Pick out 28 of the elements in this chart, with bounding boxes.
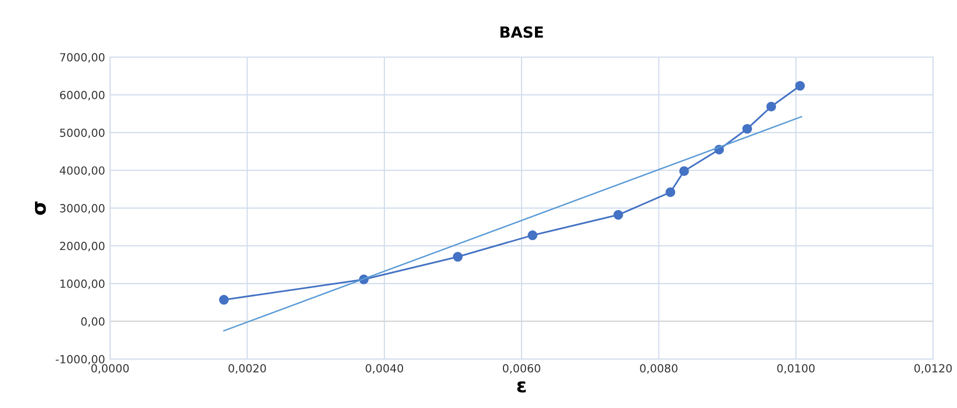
y-tick-label: 4000,00 (60, 166, 104, 176)
x-tick-label: 0,0120 (914, 364, 952, 374)
y-tick-label: 6000,00 (60, 90, 104, 100)
point (795, 80, 805, 91)
x-tick-label: 0,0040 (366, 364, 404, 374)
y-tick-label: 7000,00 (60, 53, 104, 63)
y-tick-label: 2000,00 (60, 242, 104, 252)
y-tick-label: 1000,00 (60, 280, 104, 290)
point (666, 187, 676, 198)
point (452, 252, 463, 262)
chart-title: BASE (500, 26, 543, 38)
point (613, 210, 624, 220)
point (766, 102, 776, 112)
x-tick-label: 0,0080 (640, 364, 678, 374)
y-axis-title: σ (35, 202, 46, 215)
point (742, 124, 752, 134)
point (528, 230, 538, 240)
x-axis-title: ε (517, 381, 526, 392)
x-tick-label: 0,0100 (777, 364, 815, 374)
x-tick-label: 0,0000 (91, 364, 129, 374)
point (679, 166, 689, 176)
x-tick-label: 0,0060 (502, 364, 540, 374)
y-tick-label: -1000,00 (56, 355, 104, 365)
x-tick-label: 0,0020 (228, 364, 266, 374)
point (219, 294, 229, 305)
y-tick-label: 5000,00 (60, 128, 104, 138)
y-tick-label: 0,00 (81, 317, 104, 327)
y-tick-label: 3000,00 (60, 204, 104, 214)
